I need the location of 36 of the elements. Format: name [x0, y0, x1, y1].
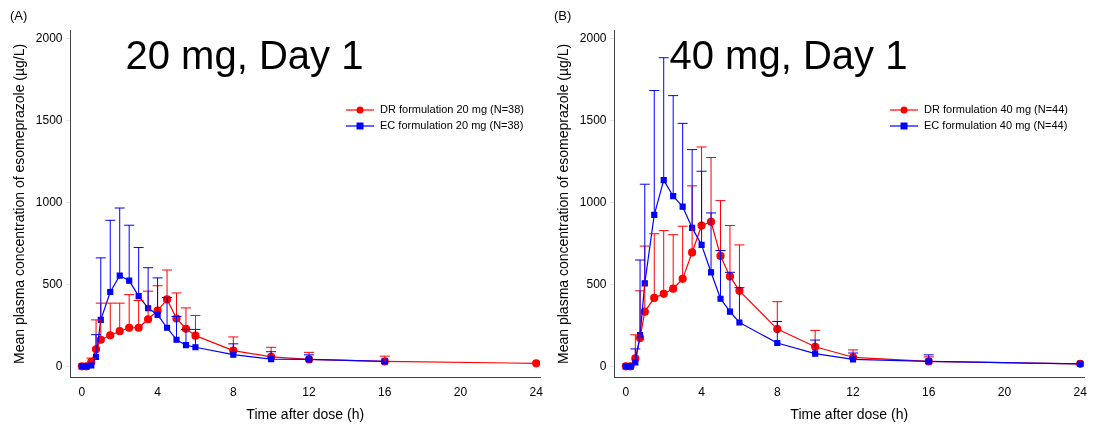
- x-axis-title: Time after dose (h): [246, 406, 365, 423]
- x-tick-label: 4: [698, 385, 706, 400]
- x-tick-label: 0: [78, 385, 86, 400]
- y-tick-label: 1500: [35, 112, 63, 127]
- y-tick-label: 500: [586, 276, 607, 291]
- chart-title: 20 mg, Day 1: [125, 33, 364, 78]
- x-tick-label: 24: [1073, 385, 1088, 400]
- legend-label: DR formulation 40 mg (N=44): [924, 103, 1069, 116]
- text: (A): [10, 8, 28, 24]
- x-tick-label: 12: [302, 385, 317, 400]
- x-tick-label: 16: [922, 385, 936, 400]
- chart-title: 40 mg, Day 1: [669, 33, 908, 78]
- legend-label: EC formulation 40 mg (N=44): [924, 119, 1068, 132]
- y-axis-title: Mean plasma concentration of esomeprazole (µg/L): [11, 43, 28, 364]
- y-tick-label: 2000: [35, 30, 63, 45]
- x-tick-label: 20: [453, 385, 468, 400]
- x-tick-label: 16: [378, 385, 392, 400]
- x-tick-label: 20: [997, 385, 1012, 400]
- x-tick-label: 4: [154, 385, 162, 400]
- legend-label: EC formulation 20 mg (N=38): [380, 119, 524, 132]
- x-tick-label: 24: [529, 385, 544, 400]
- y-axis-title: Mean plasma concentration of esomeprazole (µg/L): [555, 43, 572, 364]
- text: (B): [554, 8, 572, 24]
- legend-label: DR formulation 20 mg (N=38): [380, 103, 525, 116]
- y-tick-label: 1500: [579, 112, 607, 127]
- x-tick-label: 8: [229, 385, 237, 400]
- x-axis-title: Time after dose (h): [790, 406, 909, 423]
- y-tick-label: 1000: [579, 194, 607, 209]
- y-tick-label: 0: [599, 358, 607, 373]
- y-tick-label: 500: [42, 276, 63, 291]
- y-tick-label: 0: [55, 358, 63, 373]
- x-tick-label: 0: [622, 385, 630, 400]
- y-tick-label: 2000: [579, 30, 607, 45]
- x-tick-label: 8: [773, 385, 781, 400]
- y-tick-label: 1000: [35, 194, 63, 209]
- x-tick-label: 12: [846, 385, 861, 400]
